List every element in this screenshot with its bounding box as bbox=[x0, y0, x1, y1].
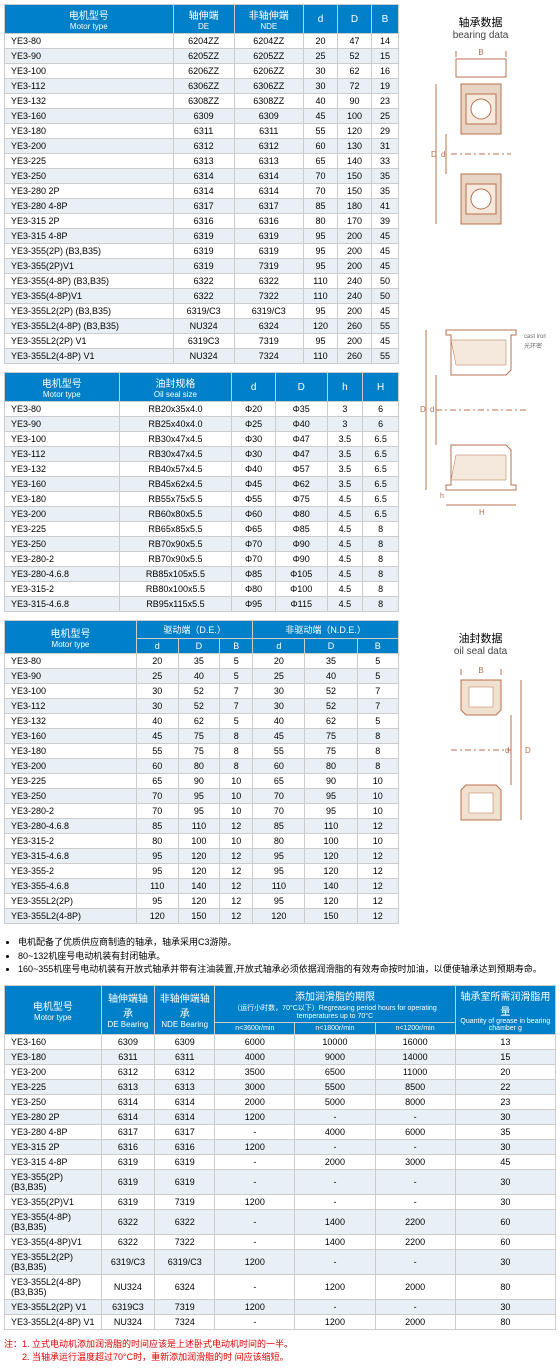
bearing-diagram: B D d bbox=[421, 49, 541, 279]
oilseal-diagram: B D d bbox=[421, 665, 541, 865]
svg-text:D: D bbox=[525, 746, 531, 755]
bearing-data-title: 轴承数据 bearing data bbox=[405, 14, 556, 41]
oilseal-table: 电机型号Motor type油封规格Oil seal sizedDhH YE3-… bbox=[4, 372, 399, 612]
svg-text:h: h bbox=[440, 493, 444, 500]
svg-text:d: d bbox=[505, 746, 509, 755]
notes-2: 注：1. 立式电动机添加润滑脂的时间应该是上述卧式电动机时间的一半。 2. 当轴… bbox=[4, 1338, 556, 1365]
svg-text:光环密: 光环密 bbox=[524, 342, 542, 350]
notes-1: 电机配备了优质供应商制造的轴承，轴承采用C3游隙。80~132机座号电动机装有封… bbox=[4, 936, 556, 977]
oilseal-data-title: 油封数据 oil seal data bbox=[405, 630, 556, 657]
svg-text:D: D bbox=[431, 150, 437, 159]
grease-table: 电机型号Motor type 轴伸端轴承DE Bearing 非轴伸端轴承NDE… bbox=[4, 985, 556, 1330]
svg-text:d: d bbox=[441, 150, 445, 159]
svg-text:B: B bbox=[478, 666, 483, 675]
svg-text:B: B bbox=[478, 49, 483, 57]
de-nde-table: 电机型号Motor type驱动端（D.E.）非驱动端（N.D.E.） dDBd… bbox=[4, 620, 399, 924]
bearing-table: 电机型号Motor type轴伸端DE非轴伸端NDEdDB YE3-806204… bbox=[4, 4, 399, 364]
svg-text:D: D bbox=[420, 405, 426, 414]
svg-text:H: H bbox=[479, 508, 485, 517]
svg-text:d: d bbox=[430, 405, 434, 414]
svg-text:cast iron: cast iron bbox=[524, 334, 546, 340]
oilseal-section: cast iron 光环密 D d H h bbox=[416, 320, 546, 560]
